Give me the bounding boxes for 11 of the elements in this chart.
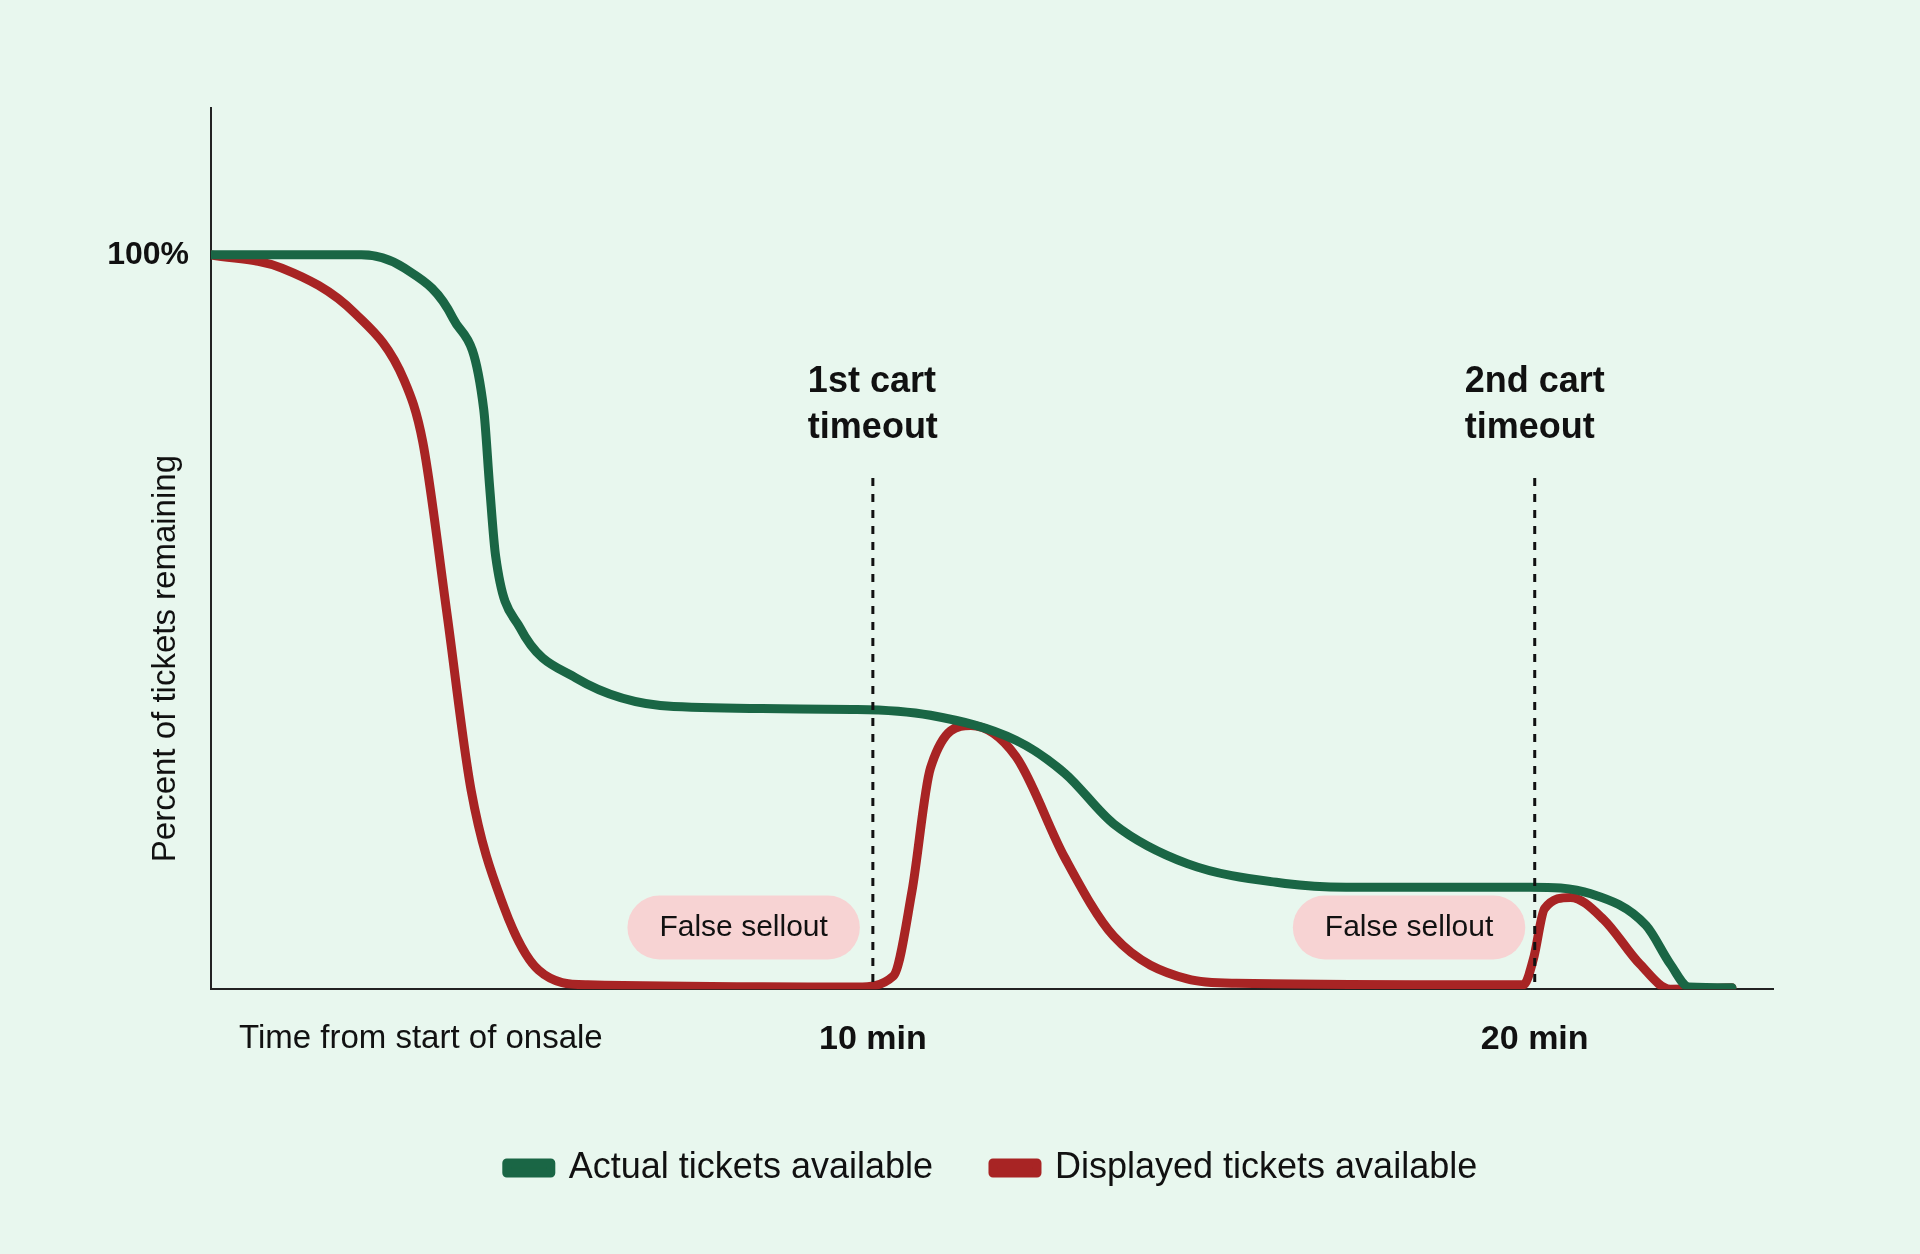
annotation: False sellout [1324,908,1494,942]
annotation: False sellout [659,908,829,942]
y-axis-title: Percent of tickets remaining [145,455,183,863]
x-tick-label: 20 min [1480,1017,1589,1056]
ref-line-label: 2nd cart timeout [1464,359,1605,447]
x-axis-title: Time from start of onsale [239,1018,603,1056]
legend-label: Actual tickets available [568,1144,933,1186]
legend-label: Displayed tickets available [1054,1144,1478,1186]
ref-line-label: 1st cart timeout [807,359,938,447]
x-tick-label: 10 min [819,1017,927,1056]
text: 100% [107,234,189,271]
